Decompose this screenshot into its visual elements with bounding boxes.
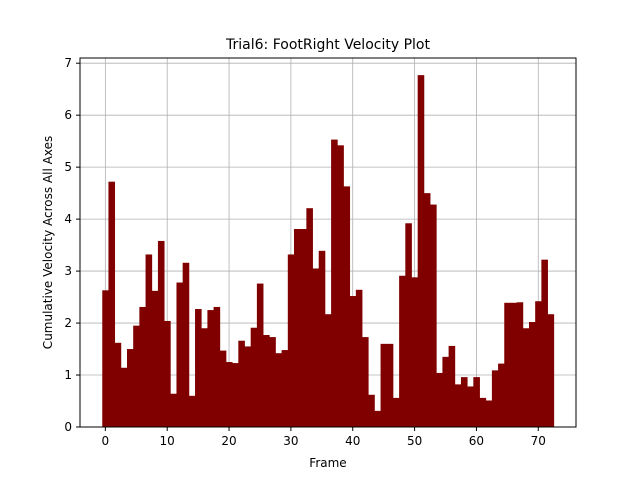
bar	[337, 145, 344, 427]
bar	[170, 393, 177, 427]
bar	[368, 394, 375, 427]
bar	[238, 340, 245, 427]
bar	[510, 302, 518, 427]
bar	[157, 240, 165, 427]
bar	[250, 327, 258, 427]
bar	[114, 342, 122, 427]
bar	[201, 328, 208, 427]
bar	[207, 310, 214, 427]
bar	[386, 343, 394, 427]
bar	[127, 349, 134, 427]
bar	[120, 367, 128, 427]
bar	[343, 186, 351, 427]
y-tick-label: 6	[64, 108, 72, 122]
bar	[263, 335, 270, 427]
y-tick-label: 2	[64, 316, 72, 330]
bar	[411, 277, 419, 427]
bar	[491, 370, 499, 427]
bar	[399, 275, 406, 427]
bar	[436, 372, 443, 427]
bar	[380, 343, 388, 427]
x-tick-label: 30	[283, 434, 298, 448]
bar	[318, 250, 326, 427]
bar	[300, 228, 307, 427]
bar	[355, 289, 363, 427]
x-axis-label: Frame	[309, 456, 346, 470]
bar	[485, 400, 493, 427]
y-tick-label: 1	[64, 368, 72, 382]
y-tick-label: 5	[64, 160, 72, 174]
bar	[182, 262, 190, 427]
bar	[405, 223, 412, 427]
bar	[516, 302, 524, 427]
bar	[176, 282, 184, 427]
bar	[312, 268, 320, 427]
bar	[232, 363, 239, 427]
bar	[423, 193, 431, 427]
bar	[362, 337, 369, 427]
bar	[225, 362, 233, 427]
bar	[448, 345, 456, 427]
bar	[306, 208, 313, 427]
y-tick-label: 4	[64, 212, 72, 226]
bar	[108, 181, 116, 427]
bar	[139, 306, 146, 427]
bar	[133, 325, 140, 427]
bar	[145, 254, 153, 427]
bar	[374, 410, 381, 427]
bar	[504, 302, 511, 427]
bar	[467, 386, 474, 427]
bars-group	[102, 75, 555, 428]
bar	[522, 328, 530, 427]
bar	[392, 397, 400, 427]
bar	[188, 395, 196, 427]
bar	[195, 309, 202, 427]
x-tick-label: 10	[160, 434, 175, 448]
bar	[269, 337, 276, 427]
x-tick-label: 40	[345, 434, 360, 448]
x-tick-label: 0	[102, 434, 110, 448]
bar	[498, 363, 505, 427]
x-tick-label: 20	[221, 434, 236, 448]
bar	[275, 353, 283, 427]
bar	[213, 306, 221, 427]
axis-ticks: 0 10 20 30 40 50 60 70 0 1 2 3 4 5 6 7	[64, 56, 546, 448]
x-tick-label: 70	[531, 434, 546, 448]
x-tick-label: 60	[469, 434, 484, 448]
bar	[244, 346, 252, 427]
bar	[473, 377, 480, 427]
bar	[293, 228, 301, 427]
bar	[102, 290, 109, 427]
x-tick-label: 50	[407, 434, 422, 448]
bar	[324, 314, 332, 427]
bar	[442, 356, 449, 427]
bar	[281, 350, 289, 427]
y-tick-label: 3	[64, 264, 72, 278]
bar	[256, 283, 264, 427]
bar	[430, 204, 437, 427]
bar	[454, 384, 462, 427]
bar	[417, 75, 425, 428]
bar	[349, 296, 357, 427]
bar	[479, 397, 487, 427]
y-axis-label: Cumulative Velocity Across All Axes	[41, 136, 55, 349]
y-tick-label: 0	[64, 420, 72, 434]
bar	[547, 314, 555, 427]
plot-frame	[79, 57, 577, 428]
bar	[164, 320, 171, 427]
bar	[287, 254, 295, 427]
bar	[535, 301, 542, 427]
bar	[151, 290, 159, 427]
y-tick-label: 7	[64, 56, 72, 70]
chart-title: Trial6: FootRight Velocity Plot	[225, 37, 430, 53]
bar	[541, 259, 548, 427]
bar	[331, 139, 338, 428]
bar	[460, 377, 468, 427]
bar	[219, 350, 227, 427]
bar	[528, 322, 536, 427]
